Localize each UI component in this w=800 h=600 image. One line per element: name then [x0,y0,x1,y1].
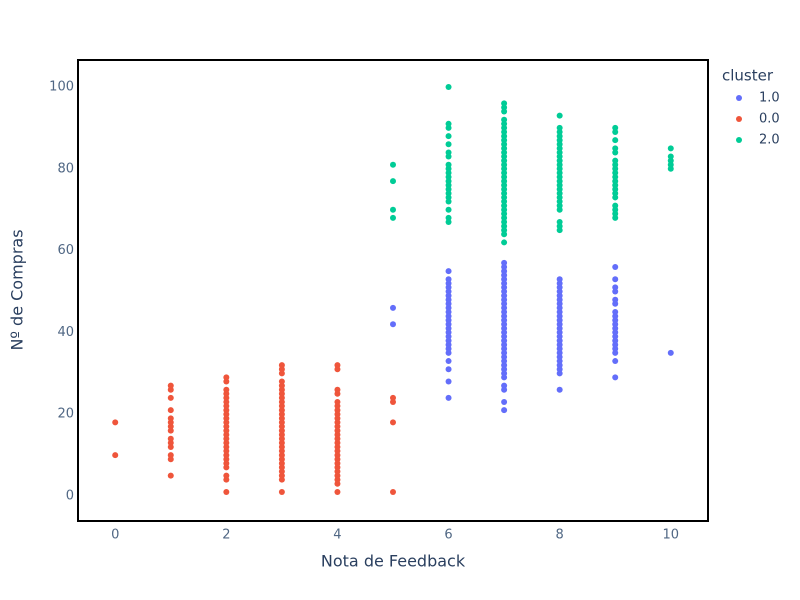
point [501,382,508,389]
point [556,276,563,283]
point [445,358,452,365]
point [334,488,341,495]
point [167,472,174,479]
legend-label: 2.0 [759,133,780,148]
point [445,366,452,373]
point [445,206,452,213]
point [612,296,619,303]
x-tick-label: 10 [663,528,680,543]
legend-label: 0.0 [759,112,780,127]
point [334,386,341,393]
point [445,83,452,90]
point [445,394,452,401]
point [612,358,619,365]
point [390,321,396,328]
point [112,452,119,459]
point [612,284,619,291]
point [667,349,674,356]
point [612,374,619,381]
point [501,100,508,107]
x-tick-label: 8 [556,528,564,543]
point [390,394,396,401]
y-tick-label: 40 [57,325,74,340]
legend-marker [736,137,742,143]
x-tick-label: 6 [444,528,452,543]
point [223,374,230,381]
point [445,141,452,148]
point [390,304,396,311]
point [167,452,174,459]
point [501,407,508,414]
point [278,362,285,369]
x-tick-label: 4 [333,528,341,543]
point [390,419,396,426]
y-tick-label: 100 [49,79,74,94]
point [167,435,174,442]
point [556,218,563,225]
point [556,386,563,393]
point [501,398,508,405]
point [390,488,396,495]
point [334,362,341,369]
point [278,488,285,495]
point [167,415,174,422]
point [612,202,619,209]
point [556,112,563,119]
point [612,157,619,164]
point [445,133,452,140]
point [278,378,285,385]
legend-marker [736,116,742,122]
plot-frame [77,59,709,522]
point [501,259,508,266]
y-tick-label: 80 [57,161,74,176]
point [390,206,396,213]
x-tick-label: 0 [111,528,119,543]
point [167,394,174,401]
point [556,124,563,131]
point [445,149,452,156]
point [223,386,230,393]
point [112,419,119,426]
point [667,145,674,152]
point [667,153,674,160]
x-axis-title: Nota de Feedback [321,552,466,571]
point [223,488,230,495]
point [501,116,508,123]
point [223,472,230,479]
point [390,178,396,185]
point [445,378,452,385]
legend-label: 1.0 [759,91,780,106]
point [501,239,508,246]
point [612,124,619,131]
legend-title: cluster [722,67,774,85]
point [334,398,341,405]
point [167,407,174,414]
legend-marker [736,95,742,101]
point [390,161,396,168]
y-axis-title: Nº de Compras [8,229,27,350]
point [612,137,619,144]
point [445,214,452,221]
point [167,382,174,389]
point [445,120,452,127]
point [445,276,452,283]
point [612,263,619,270]
point [612,145,619,152]
point [445,161,452,168]
y-tick-label: 0 [66,489,74,504]
y-tick-label: 20 [57,407,74,422]
point [612,308,619,315]
point [390,214,396,221]
x-tick-label: 2 [222,528,230,543]
y-tick-label: 60 [57,243,74,258]
point [445,268,452,275]
point [612,276,619,283]
